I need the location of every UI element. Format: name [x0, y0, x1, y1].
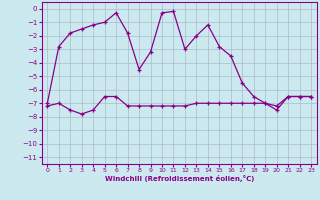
X-axis label: Windchill (Refroidissement éolien,°C): Windchill (Refroidissement éolien,°C) [105, 175, 254, 182]
